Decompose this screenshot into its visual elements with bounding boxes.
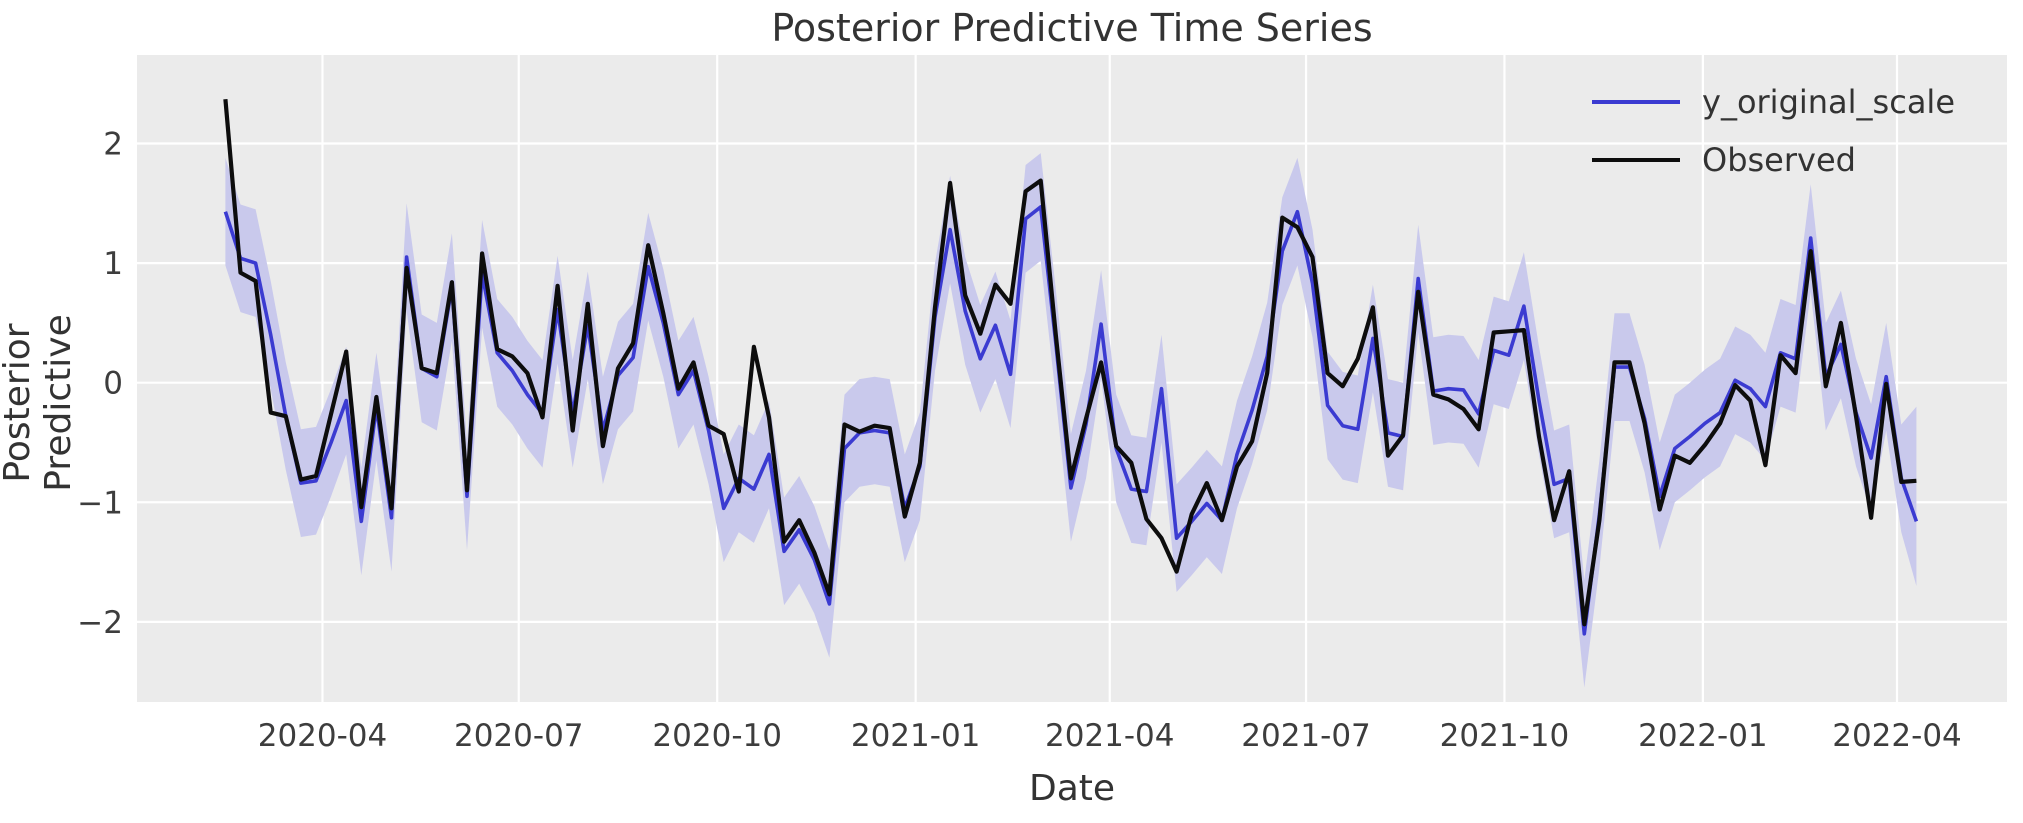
observed-line-swatch [1592,158,1680,162]
x-tick-label: 2021-10 [1440,718,1570,754]
y-tick-label: 2 [103,126,123,162]
x-tick-label: 2022-04 [1832,718,1962,754]
legend-label-predicted: y_original_scale [1702,83,1955,121]
x-tick-label: 2021-04 [1045,718,1175,754]
legend: y_original_scale Observed [1592,80,1955,182]
legend-entry-predicted: y_original_scale [1592,80,1955,124]
legend-entry-observed: Observed [1592,138,1955,182]
credible-interval-band [225,153,1917,688]
y-tick-label: 1 [103,246,123,282]
y-tick-label: 0 [103,366,123,402]
x-tick-label: 2020-10 [652,718,782,754]
y-tick-label: −2 [77,605,123,641]
x-tick-label: 2020-04 [258,718,388,754]
x-tick-label: 2020-07 [454,718,584,754]
x-axis-label: Date [1028,768,1116,809]
y-tick-label: −1 [77,485,123,521]
chart-title: Posterior Predictive Time Series [771,6,1373,50]
x-tick-label: 2021-01 [851,718,981,754]
x-tick-label: 2022-01 [1638,718,1768,754]
predicted-line-swatch [1592,100,1680,104]
x-tick-label: 2021-07 [1241,718,1371,754]
observed-line [223,99,1917,627]
y-axis-label: Posterior Predictive [0,314,79,492]
legend-label-observed: Observed [1702,141,1856,179]
